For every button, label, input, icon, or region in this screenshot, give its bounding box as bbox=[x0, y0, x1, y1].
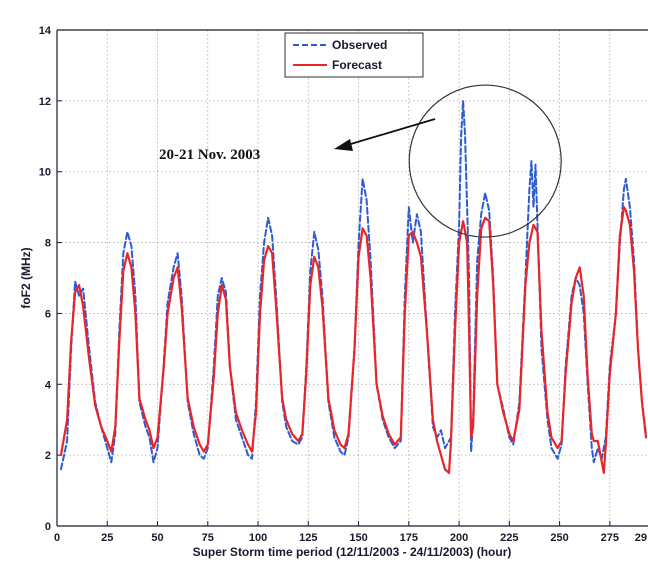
y-tick-label: 12 bbox=[39, 96, 51, 108]
y-tick-label: 0 bbox=[45, 521, 51, 533]
annotation-text: 20-21 Nov. 2003 bbox=[159, 147, 260, 163]
legend-label-observed: Observed bbox=[332, 38, 387, 52]
annotation: 20-21 Nov. 2003 bbox=[159, 84, 562, 238]
annotation-arrow-shaft bbox=[343, 118, 436, 147]
y-tick-label: 10 bbox=[39, 167, 51, 179]
legend-box bbox=[284, 32, 424, 78]
series-group bbox=[59, 99, 648, 474]
x-tick-label: 200 bbox=[450, 532, 468, 544]
x-tick-label: 275 bbox=[601, 532, 619, 544]
x-axis-ticks: 0 25 50 75 100 125 150 175 200 225 250 275 29 bbox=[54, 521, 647, 544]
x-tick-label: 100 bbox=[249, 532, 267, 544]
x-tick-label: 25 bbox=[101, 532, 113, 544]
y-axis-label: foF2 (MHz) bbox=[19, 247, 33, 308]
y-tick-label: 8 bbox=[45, 238, 51, 250]
x-tick-label: 250 bbox=[550, 532, 568, 544]
x-tick-label: 75 bbox=[202, 532, 214, 544]
x-tick-label: 50 bbox=[151, 532, 163, 544]
x-tick-label: 0 bbox=[54, 532, 60, 544]
y-tick-label: 14 bbox=[39, 25, 52, 37]
annotation-circle bbox=[408, 84, 562, 238]
legend: Observed Forecast bbox=[284, 32, 424, 78]
legend-label-forecast: Forecast bbox=[332, 58, 382, 72]
y-tick-label: 6 bbox=[45, 308, 51, 320]
annotation-arrow-head bbox=[334, 139, 353, 151]
x-tick-label: 150 bbox=[349, 532, 367, 544]
y-axis-ticks: 0 2 4 6 8 10 12 14 bbox=[39, 25, 62, 533]
x-tick-label: 29 bbox=[635, 532, 647, 544]
series-line-forecast bbox=[59, 206, 648, 474]
x-tick-label: 125 bbox=[299, 532, 317, 544]
y-tick-label: 2 bbox=[45, 450, 51, 462]
x-axis-label: Super Storm time period (12/11/2003 - 24… bbox=[193, 545, 512, 559]
x-tick-label: 225 bbox=[500, 532, 518, 544]
x-tick-label: 175 bbox=[400, 532, 418, 544]
y-tick-label: 4 bbox=[45, 379, 52, 391]
